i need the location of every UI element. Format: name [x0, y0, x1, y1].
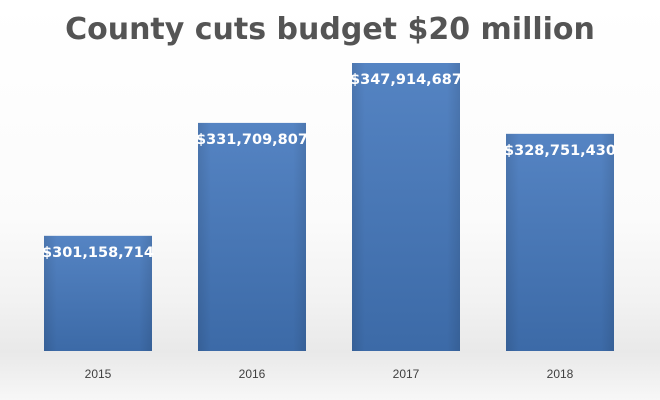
bar-shading-2017 [352, 63, 460, 351]
x-tick-label-2015: 2015 [85, 367, 112, 381]
data-label-2018: $328,751,430 [504, 143, 616, 159]
bar-shading-2015 [44, 235, 152, 351]
x-tick-label-2017: 2017 [393, 367, 420, 381]
x-tick-label-2016: 2016 [239, 367, 266, 381]
bar-shading-2018 [506, 133, 614, 351]
data-label-2017: $347,914,687 [350, 72, 462, 88]
data-label-2015: $301,158,714 [42, 245, 154, 261]
bar-shading-2016 [198, 122, 306, 351]
x-tick-label-2018: 2018 [547, 367, 574, 381]
data-label-2016: $331,709,807 [196, 132, 308, 148]
chart-title: County cuts budget $20 million [65, 12, 595, 47]
